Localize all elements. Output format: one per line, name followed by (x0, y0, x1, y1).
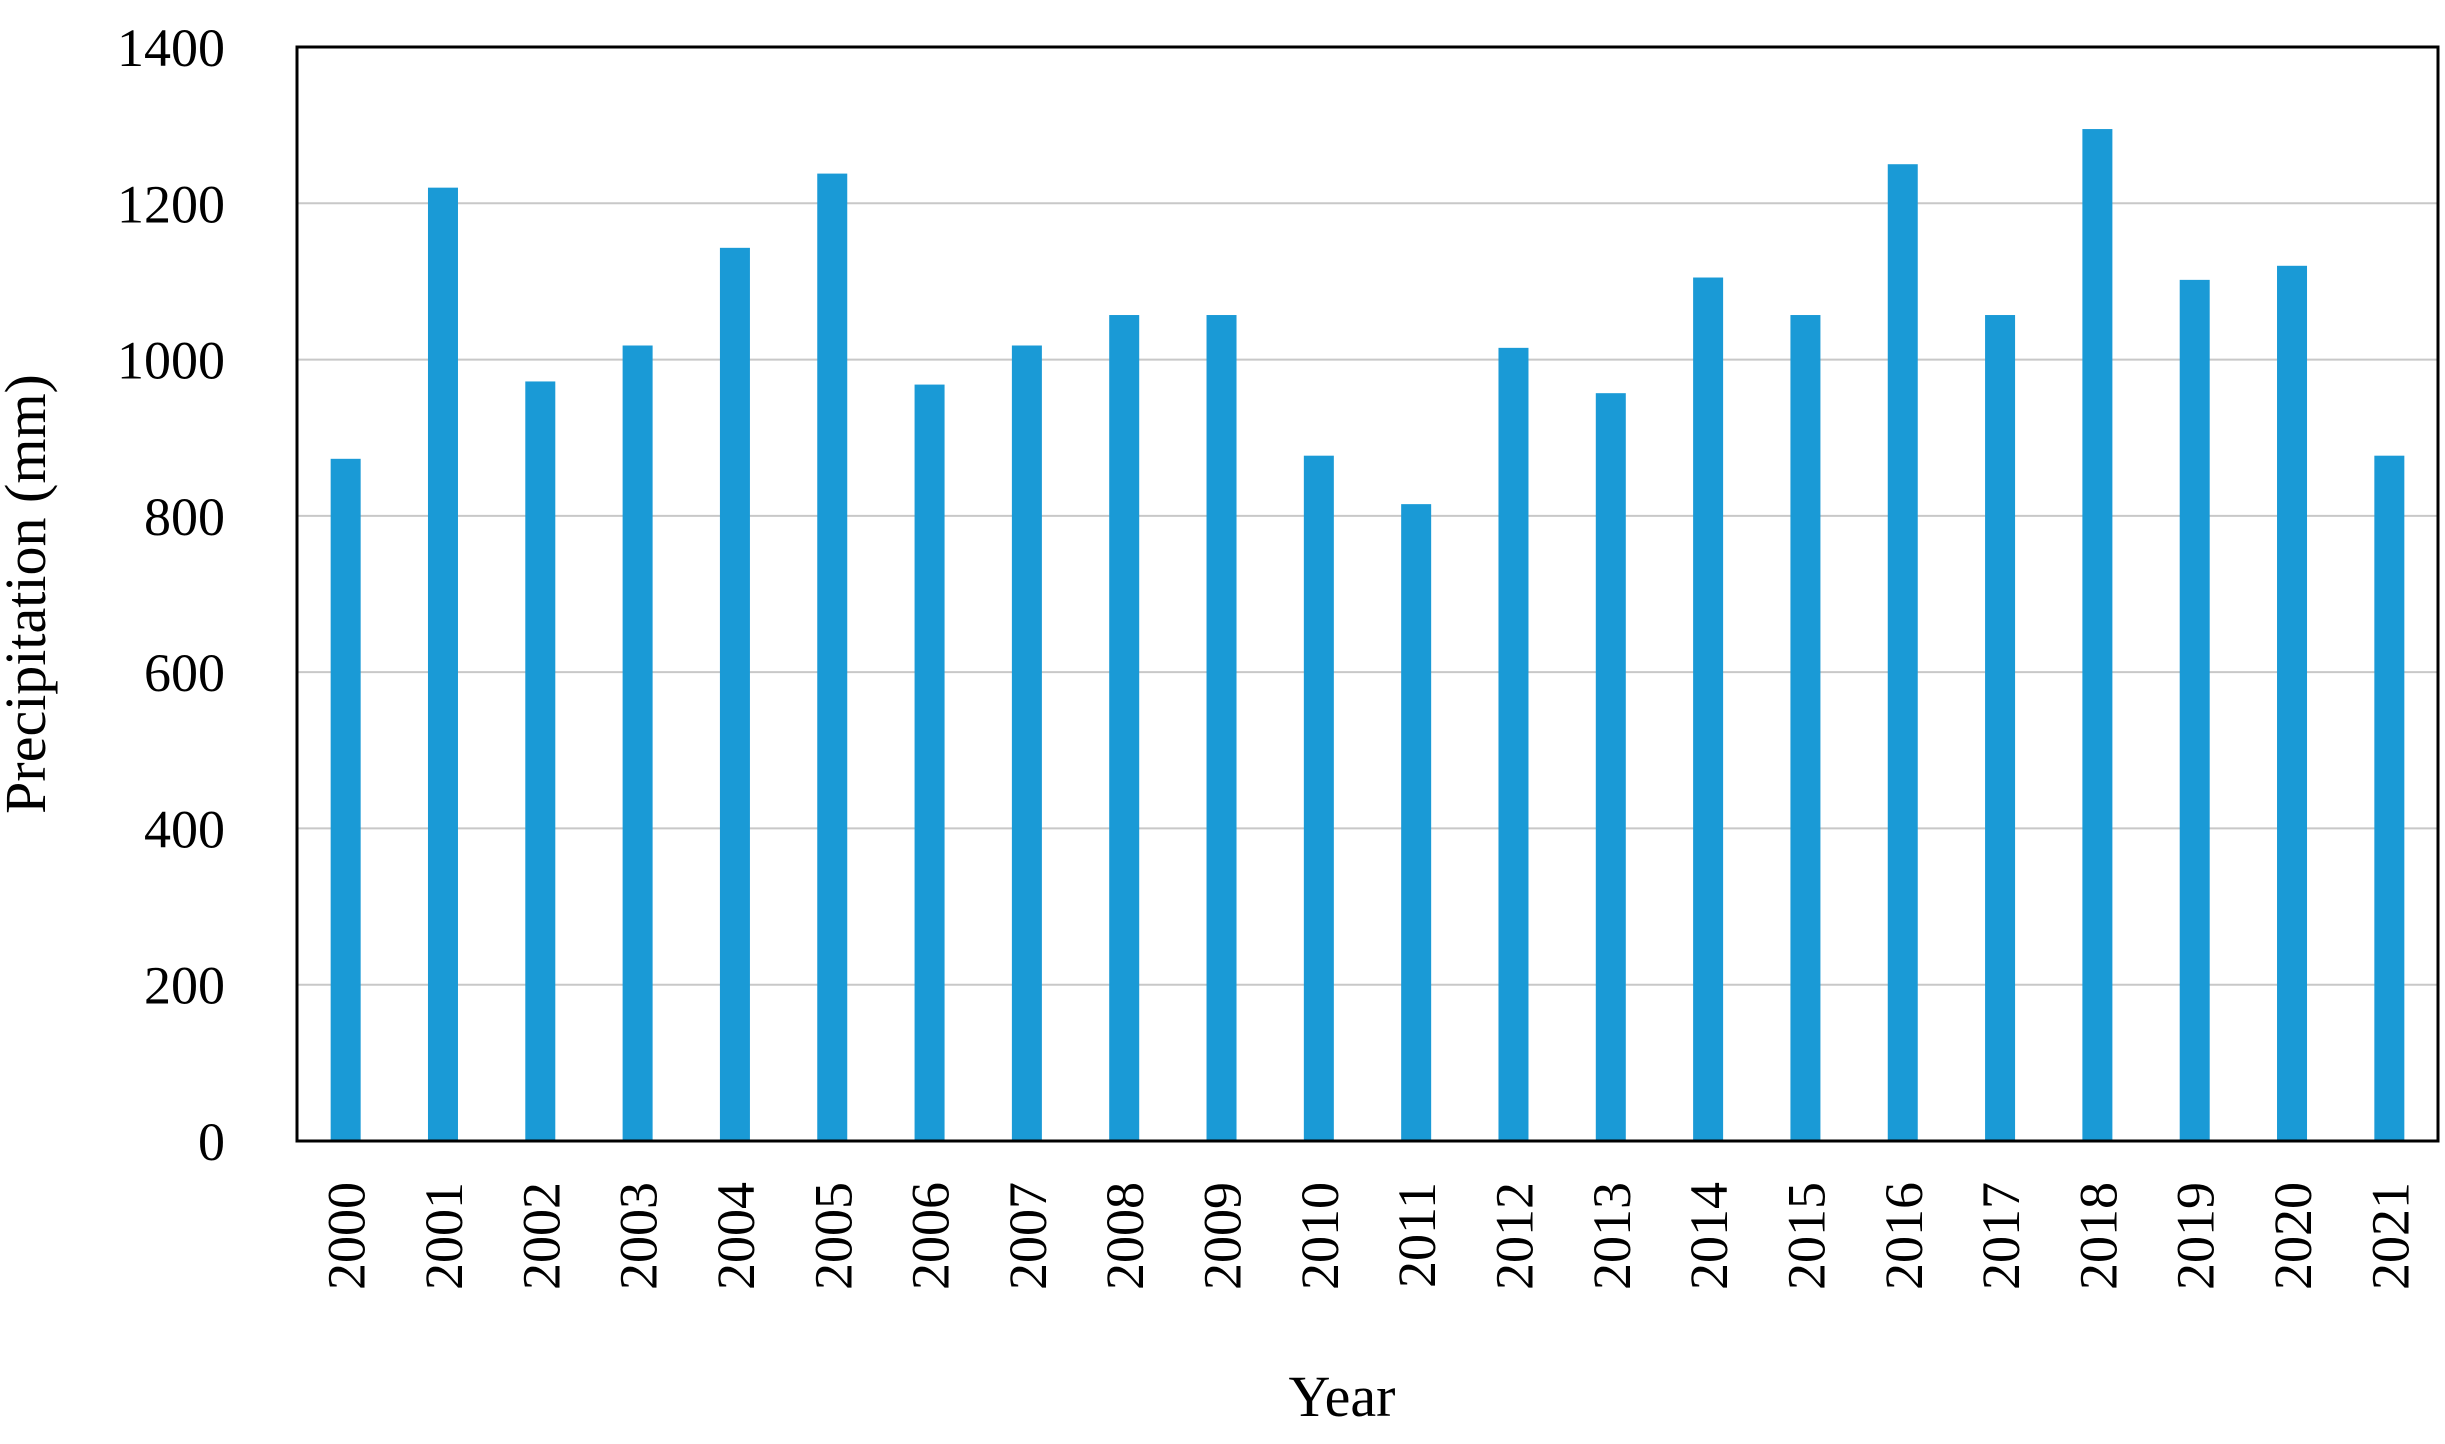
bar-2011 (1401, 504, 1432, 1141)
bar-2010 (1303, 455, 1334, 1141)
bar-2006 (914, 384, 945, 1141)
bar-2001 (427, 187, 458, 1141)
x-tick-label-2005: 2005 (803, 1182, 863, 1290)
x-tick-label-2001: 2001 (414, 1182, 474, 1290)
bar-2018 (2082, 129, 2113, 1142)
bar-2012 (1498, 347, 1529, 1142)
x-tick-label-2021: 2021 (2360, 1182, 2420, 1290)
y-tick-label: 800 (144, 487, 225, 547)
x-tick-label-2018: 2018 (2068, 1182, 2128, 1290)
x-tick-label-2019: 2019 (2166, 1182, 2226, 1290)
x-tick-label-2006: 2006 (901, 1182, 961, 1290)
x-tick-label-2004: 2004 (706, 1182, 766, 1290)
bar-2008 (1109, 315, 1140, 1141)
x-tick-label-2015: 2015 (1776, 1182, 1836, 1290)
x-tick-labels: 2000 2001 2002 2003 2004 2005 2006 2007 2008 2009… (317, 1182, 2421, 1290)
y-tick-label: 400 (144, 799, 225, 859)
bar-2019 (2179, 279, 2210, 1141)
x-tick-label-2003: 2003 (609, 1182, 669, 1290)
y-tick-label: 1000 (117, 331, 225, 391)
y-tick-label: 200 (144, 956, 225, 1016)
plot-frame (295, 45, 2440, 1143)
x-tick-label-2000: 2000 (317, 1182, 377, 1290)
y-axis-label: Precipitation (mm) (0, 374, 58, 814)
bar-2002 (525, 381, 556, 1141)
bar-2017 (1985, 315, 2016, 1141)
y-tick-labels: 0 200 400 600 800 1000 1200 1400 (117, 18, 225, 1172)
x-axis-label: Year (1289, 1364, 1396, 1429)
bars (330, 129, 2405, 1142)
bar-2020 (2277, 265, 2308, 1141)
bar-2000 (330, 458, 361, 1141)
bar-2007 (1011, 345, 1042, 1141)
bar-2009 (1206, 315, 1237, 1141)
gridlines (297, 202, 2438, 986)
x-tick-label-2009: 2009 (1193, 1182, 1253, 1290)
bar-2003 (622, 345, 653, 1141)
bar-2016 (1887, 164, 1918, 1141)
x-tick-label-2010: 2010 (1290, 1182, 1350, 1290)
x-tick-label-2008: 2008 (1095, 1182, 1155, 1290)
x-tick-label-2013: 2013 (1582, 1182, 1642, 1290)
y-tick-label: 600 (144, 643, 225, 703)
x-tick-label-2007: 2007 (998, 1182, 1058, 1290)
x-tick-label-2011: 2011 (1387, 1182, 1447, 1288)
x-tick-label-2002: 2002 (511, 1182, 571, 1290)
bar-2005 (817, 173, 848, 1141)
bar-2014 (1693, 277, 1724, 1141)
bar-2013 (1595, 393, 1626, 1141)
x-tick-label-2014: 2014 (1679, 1182, 1739, 1290)
bar-2004 (719, 247, 750, 1141)
y-tick-label: 1400 (117, 18, 225, 78)
y-tick-label: 0 (198, 1112, 225, 1172)
x-tick-label-2012: 2012 (1484, 1182, 1544, 1290)
x-tick-label-2020: 2020 (2263, 1182, 2323, 1290)
y-tick-label: 1200 (117, 174, 225, 234)
x-tick-label-2017: 2017 (1971, 1182, 2031, 1290)
x-tick-label-2016: 2016 (1874, 1182, 1934, 1290)
bar-2015 (1790, 315, 1821, 1141)
bar-2021 (2374, 455, 2405, 1141)
